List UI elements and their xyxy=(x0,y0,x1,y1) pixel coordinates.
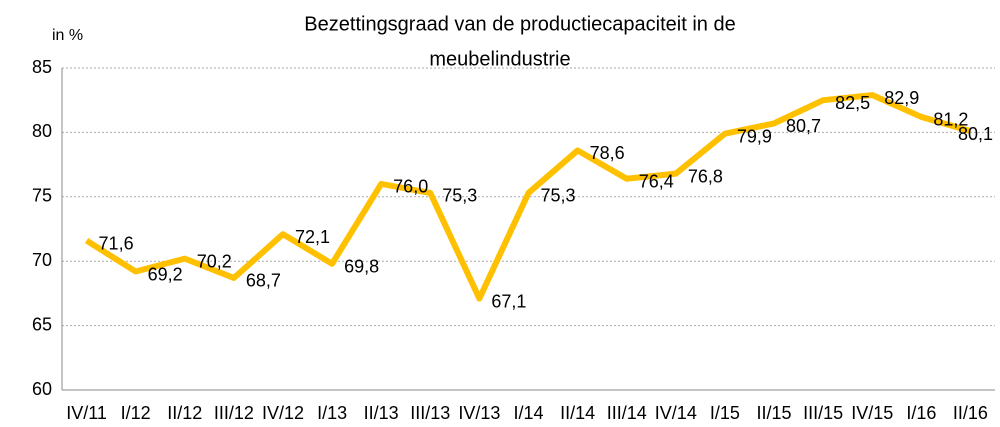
data-label: 71,6 xyxy=(99,233,134,253)
data-label: 69,8 xyxy=(344,257,379,277)
y-tick-label: 80 xyxy=(32,121,52,141)
x-tick-label: II/16 xyxy=(953,403,988,423)
data-label: 72,1 xyxy=(295,227,330,247)
data-label: 81,2 xyxy=(933,110,968,130)
chart-title: Bezettingsgraad van de productiecapacite… xyxy=(304,13,735,35)
data-label: 80,1 xyxy=(958,124,993,144)
data-label: 79,9 xyxy=(737,126,772,146)
x-tick-label: IV/14 xyxy=(655,403,697,423)
data-label: 76,0 xyxy=(393,177,428,197)
x-tick-label: III/14 xyxy=(607,403,647,423)
data-label: 82,5 xyxy=(835,93,870,113)
data-label: 68,7 xyxy=(246,271,281,291)
x-tick-label: II/12 xyxy=(167,403,202,423)
data-label: 76,8 xyxy=(688,166,723,186)
x-tick-label: II/14 xyxy=(560,403,595,423)
data-label: 80,7 xyxy=(786,116,821,136)
x-tick-label: I/12 xyxy=(121,403,151,423)
x-tick-label: III/12 xyxy=(214,403,254,423)
data-line xyxy=(84,92,972,302)
x-tick-label: I/16 xyxy=(906,403,936,423)
x-tick-label: III/15 xyxy=(803,403,843,423)
data-label: 78,6 xyxy=(590,143,625,163)
x-tick-label: IV/15 xyxy=(851,403,893,423)
data-label: 70,2 xyxy=(197,251,232,271)
y-tick-label: 65 xyxy=(32,314,52,334)
data-label: 69,2 xyxy=(148,264,183,284)
y-tick-label: 60 xyxy=(32,379,52,399)
x-tick-label: I/13 xyxy=(317,403,347,423)
x-tick-label: II/15 xyxy=(757,403,792,423)
x-tick-label: I/14 xyxy=(513,403,543,423)
data-label: 67,1 xyxy=(491,291,526,311)
x-tick-label: II/13 xyxy=(364,403,399,423)
x-tick-label: IV/12 xyxy=(262,403,304,423)
x-tick-label: I/15 xyxy=(710,403,740,423)
y-axis-label: in % xyxy=(52,27,83,44)
x-tick-label: III/13 xyxy=(410,403,450,423)
x-tick-label: IV/11 xyxy=(66,403,107,423)
data-label: 82,9 xyxy=(884,88,919,108)
y-tick-label: 70 xyxy=(32,250,52,270)
data-label: 75,3 xyxy=(541,186,576,206)
x-tick-label: IV/13 xyxy=(458,403,500,423)
data-label: 75,3 xyxy=(442,186,477,206)
y-tick-label: 85 xyxy=(32,57,52,77)
chart-title: meubelindustrie xyxy=(429,48,570,70)
data-label: 76,4 xyxy=(639,172,674,192)
y-tick-label: 75 xyxy=(32,186,52,206)
